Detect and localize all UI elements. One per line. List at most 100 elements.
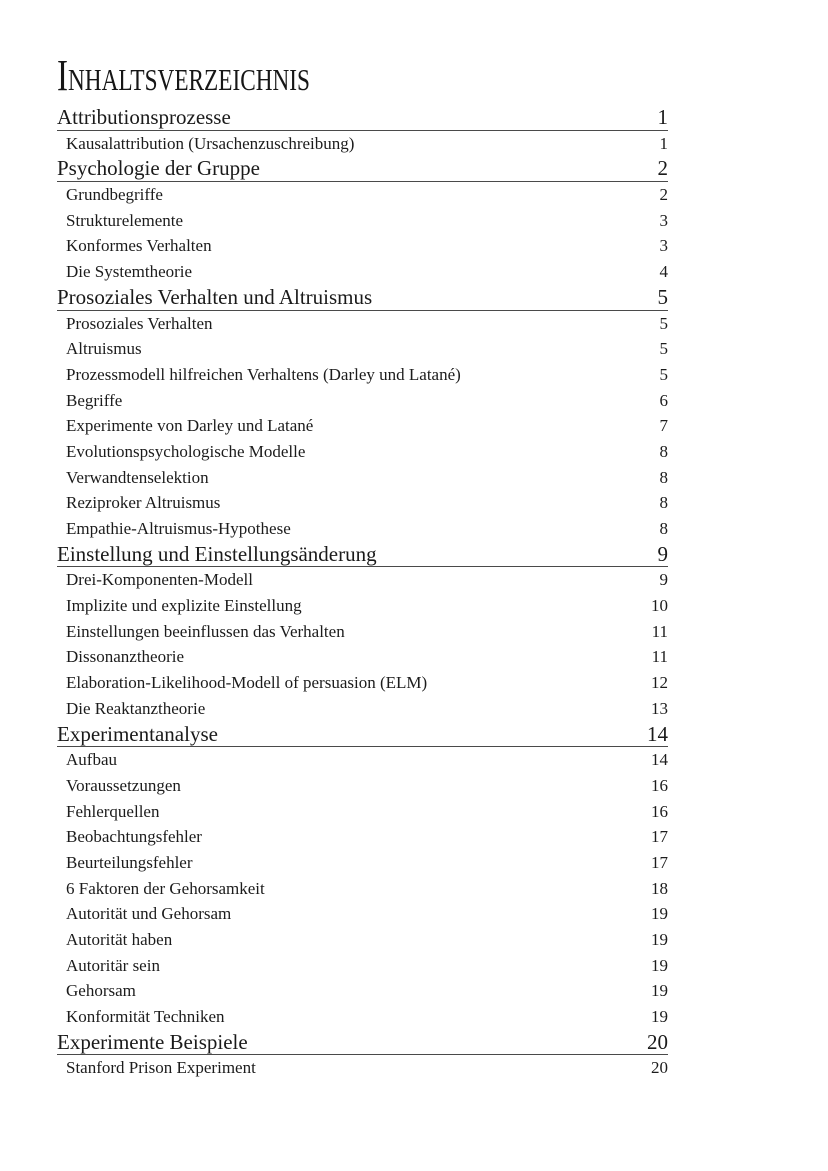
toc-section-title: Einstellung und Einstellungsänderung [57, 541, 377, 566]
toc-entry-title: Fehlerquellen [66, 801, 160, 821]
toc-entry-row[interactable]: Reziproker Altruismus 8 [57, 490, 668, 516]
page-title: Inhaltsverzeichnis [57, 52, 828, 100]
toc-entry-title: Prozessmodell hilfreichen Verhaltens (Da… [66, 364, 461, 384]
toc-section-page-number: 5 [657, 284, 669, 309]
toc-entry-title: Autorität haben [66, 930, 173, 949]
toc-entry-page-number: 13 [651, 698, 668, 718]
toc-section-row[interactable]: Attributionsprozesse 1 [57, 105, 668, 131]
toc-entry-page-number: 19 [651, 955, 668, 975]
toc-entry-page-number: 8 [659, 493, 669, 513]
toc-entry-row[interactable]: Beobachtungsfehler 17 [57, 824, 668, 850]
toc-entry-title: Evolutionspsychologische Modelle [66, 441, 306, 461]
toc-entry-row[interactable]: Aufbau 14 [57, 747, 668, 773]
toc-entry-row[interactable]: 6 Faktoren der Gehorsamkeit 18 [57, 876, 668, 902]
toc-entry-row[interactable]: Begriffe 6 [57, 388, 668, 414]
toc-entry-page-number: 20 [651, 1058, 668, 1078]
toc-entry-row[interactable]: Implizite und explizite Einstellung 10 [57, 593, 668, 619]
toc-entry-row[interactable]: Prozessmodell hilfreichen Verhaltens (Da… [57, 362, 668, 388]
toc-entry-row[interactable]: Gehorsam 19 [57, 978, 668, 1004]
toc-entry-row[interactable]: Autoritär sein 19 [57, 953, 668, 979]
toc-entry-title: Elaboration-Likelihood-Modell of persuas… [66, 673, 428, 693]
toc-entry-row[interactable]: Prosoziales Verhalten 5 [57, 311, 668, 337]
toc-entry-row[interactable]: Elaboration-Likelihood-Modell of persuas… [57, 670, 668, 696]
toc-entry-title: Die Reaktanztheorie [66, 698, 206, 718]
toc-entry-title: Autoritär sein [66, 955, 160, 975]
toc-entry-page-number: 3 [659, 210, 669, 230]
toc-entry-title: Strukturelemente [66, 210, 184, 230]
page-title-text: Inhaltsverzeichnis [57, 51, 310, 100]
toc-section-page-number: 2 [657, 156, 669, 181]
toc-entry-title: Altruismus [66, 339, 142, 359]
toc-section-title: Prosoziales Verhalten und Altruismus [57, 284, 373, 309]
toc-entry-page-number: 2 [659, 185, 669, 205]
toc-entry-page-number: 1 [659, 133, 669, 153]
toc-entry-title: Konformität Techniken [66, 1007, 225, 1027]
toc-entry-row[interactable]: Kausalattribution (Ursachenzuschreibung)… [57, 131, 668, 157]
toc-entry-row[interactable]: Evolutionspsychologische Modelle 8 [57, 439, 668, 465]
toc-entry-title: Stanford Prison Experiment [66, 1058, 256, 1078]
toc-entry-page-number: 10 [651, 596, 668, 616]
toc-entry-title: Die Systemtheorie [66, 262, 193, 282]
toc-entry-row[interactable]: Die Reaktanztheorie 13 [57, 696, 668, 722]
toc-entry-page-number: 7 [659, 416, 669, 436]
toc-entry-row[interactable]: Experimente von Darley und Latané 7 [57, 413, 668, 439]
toc-entry-title: Empathie-Altruismus-Hypothese [66, 519, 291, 538]
toc-section-row[interactable]: Psychologie der Gruppe 2 [57, 156, 669, 183]
toc-entry-row[interactable]: Fehlerquellen 16 [57, 799, 668, 825]
toc-section-page-number: 14 [647, 721, 668, 746]
toc-section-row[interactable]: Experimentanalyse 14 [57, 722, 668, 748]
toc-entry-title: Voraussetzungen [66, 775, 181, 795]
toc-entry-title: Aufbau [66, 750, 117, 770]
toc-section-page-number: 20 [647, 1029, 668, 1054]
toc-entry-row[interactable]: Beurteilungsfehler 17 [57, 850, 668, 876]
toc-entry-page-number: 19 [651, 904, 668, 924]
toc-section-page-number: 9 [657, 541, 669, 566]
toc-section-row[interactable]: Einstellung und Einstellungsänderung 9 [57, 542, 668, 568]
toc-entry-row[interactable]: Einstellungen beeinflussen das Verhalten… [57, 619, 668, 645]
toc-entry-title: Einstellungen beeinflussen das Verhalten [66, 621, 345, 641]
table-of-contents: Attributionsprozesse 1 Kausalattribution… [57, 105, 668, 1081]
toc-entry-page-number: 19 [651, 930, 668, 949]
toc-entry-row[interactable]: Konformität Techniken 19 [57, 1004, 668, 1030]
toc-entry-row[interactable]: Dissonanztheorie 11 [57, 644, 668, 670]
toc-entry-page-number: 19 [651, 981, 668, 1001]
toc-entry-title: Drei-Komponenten-Modell [66, 570, 253, 590]
toc-entry-row[interactable]: Autorität haben 19 [57, 927, 668, 953]
toc-entry-row[interactable]: Grundbegriffe 2 [57, 182, 668, 208]
toc-entry-title: Konformes Verhalten [66, 236, 212, 256]
document-page: Inhaltsverzeichnis Attributionsprozesse … [57, 52, 828, 1081]
toc-entry-title: Verwandtenselektion [66, 467, 209, 487]
toc-entry-page-number: 5 [659, 339, 669, 359]
toc-entry-row[interactable]: Stanford Prison Experiment 20 [57, 1055, 668, 1081]
toc-entry-row[interactable]: Autorität und Gehorsam 19 [57, 901, 668, 927]
toc-section-title: Attributionsprozesse [57, 105, 231, 129]
toc-entry-title: Autorität und Gehorsam [66, 904, 232, 924]
toc-entry-page-number: 17 [651, 827, 668, 847]
toc-entry-title: Grundbegriffe [66, 185, 163, 205]
toc-entry-page-number: 6 [659, 390, 669, 410]
toc-entry-page-number: 18 [651, 878, 668, 898]
toc-entry-page-number: 9 [659, 570, 669, 590]
toc-entry-row[interactable]: Voraussetzungen 16 [57, 773, 668, 799]
toc-entry-page-number: 12 [651, 673, 668, 693]
toc-entry-row[interactable]: Die Systemtheorie 4 [57, 259, 668, 285]
toc-entry-row[interactable]: Konformes Verhalten 3 [57, 233, 668, 259]
toc-entry-title: Beurteilungsfehler [66, 852, 193, 872]
toc-entry-page-number: 11 [651, 647, 668, 667]
toc-entry-page-number: 3 [659, 236, 669, 256]
toc-entry-title: Prosoziales Verhalten [66, 313, 213, 333]
toc-entry-page-number: 11 [651, 621, 668, 641]
toc-entry-title: Experimente von Darley und Latané [66, 416, 314, 436]
toc-entry-row[interactable]: Altruismus 5 [57, 336, 668, 362]
toc-entry-page-number: 14 [651, 750, 668, 770]
toc-entry-title: Gehorsam [66, 981, 136, 1001]
toc-section-row[interactable]: Prosoziales Verhalten und Altruismus 5 [57, 285, 668, 311]
toc-entry-page-number: 5 [659, 313, 669, 333]
toc-section-row[interactable]: Experimente Beispiele 20 [57, 1030, 668, 1056]
toc-entry-row[interactable]: Verwandtenselektion 8 [57, 465, 668, 491]
toc-entry-row[interactable]: Empathie-Altruismus-Hypothese 8 [57, 516, 668, 542]
toc-entry-row[interactable]: Drei-Komponenten-Modell 9 [57, 567, 668, 593]
toc-entry-page-number: 17 [651, 852, 668, 872]
toc-entry-row[interactable]: Strukturelemente 3 [57, 208, 668, 234]
toc-entry-page-number: 16 [651, 801, 668, 821]
